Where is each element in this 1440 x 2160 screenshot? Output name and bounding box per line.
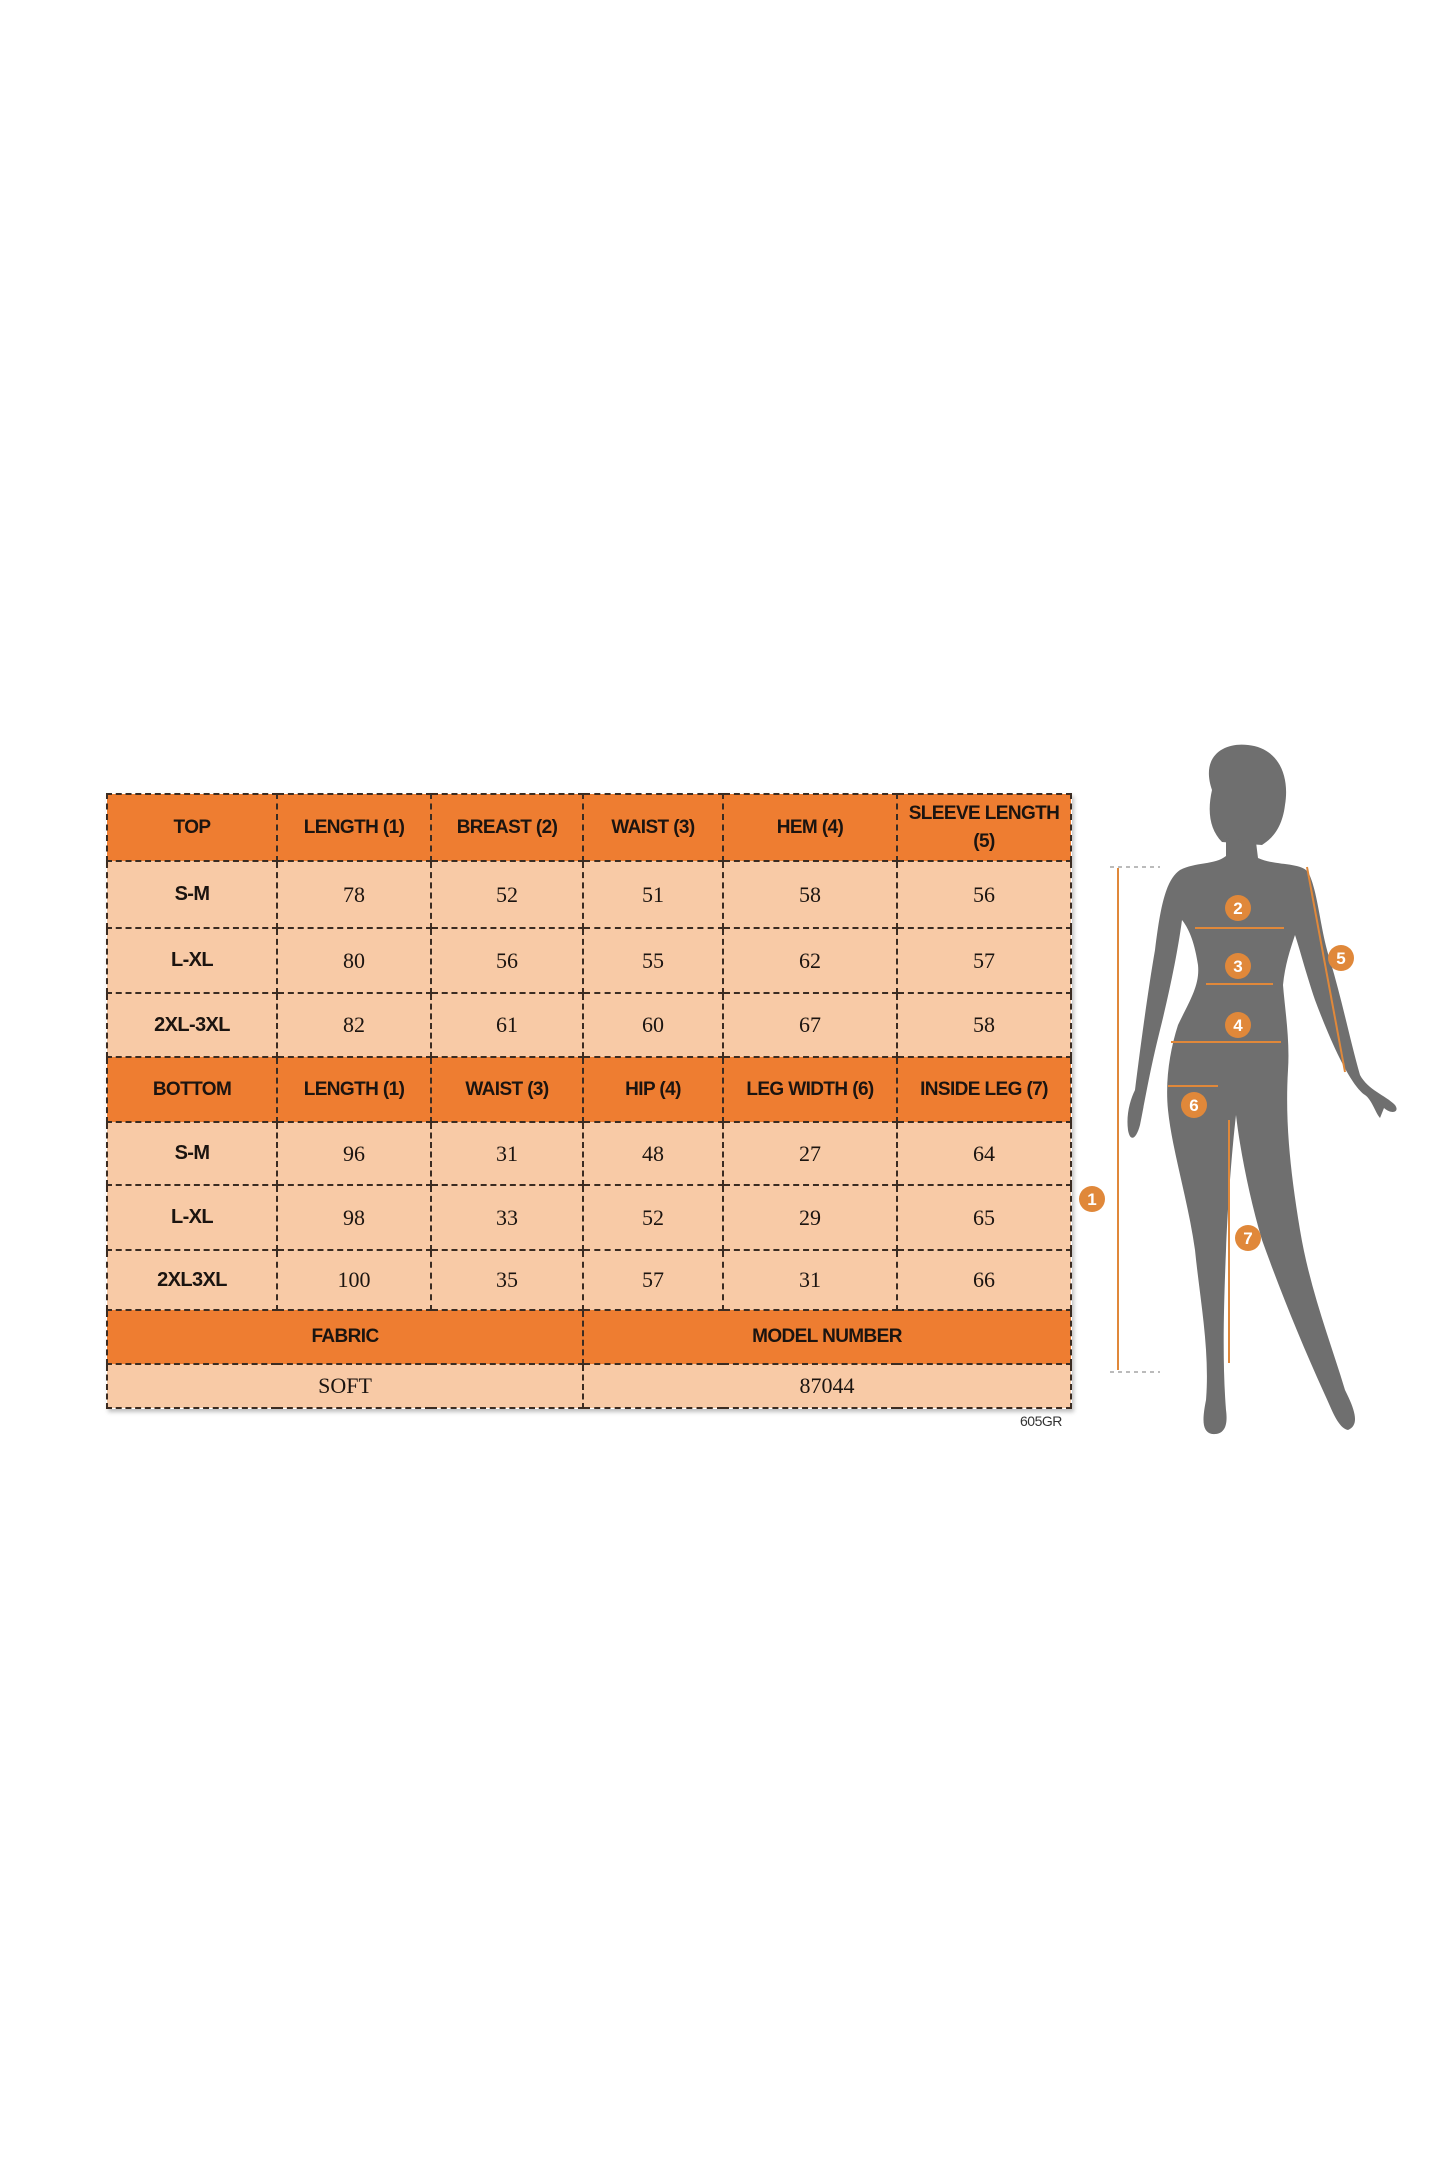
- table-cell: 56: [896, 860, 1072, 929]
- table-cell: 66: [896, 1249, 1072, 1311]
- table-cell: 31: [430, 1121, 584, 1186]
- size-chart-table: TOP LENGTH (1) BREAST (2) WAIST (3) HEM (4) S…: [106, 793, 1072, 1409]
- marker-number: 3: [1233, 957, 1242, 976]
- size-label: S-M: [106, 1121, 278, 1186]
- table-cell: 98: [276, 1184, 432, 1251]
- silhouette: [1127, 744, 1397, 1435]
- column-header: WAIST (3): [430, 1056, 584, 1123]
- table-cell: 52: [582, 1184, 724, 1251]
- column-header: FABRIC: [106, 1309, 584, 1365]
- table-cell: 27: [722, 1121, 898, 1186]
- marker-number: 5: [1336, 949, 1345, 968]
- arrow-sleeve: [1306, 866, 1346, 1073]
- table-cell: SOFT: [106, 1363, 584, 1409]
- column-header: INSIDE LEG (7): [896, 1056, 1072, 1123]
- table-cell: 96: [276, 1121, 432, 1186]
- column-header: WAIST (3): [582, 793, 724, 862]
- marker-circle: [1225, 953, 1251, 979]
- table-cell: 52: [430, 860, 584, 929]
- marker-circle: [1225, 895, 1251, 921]
- table-cell: 48: [582, 1121, 724, 1186]
- column-header: LENGTH (1): [276, 1056, 432, 1123]
- table-cell: 57: [896, 927, 1072, 994]
- table-cell: 82: [276, 992, 432, 1058]
- measurement-markers: 1 2 3 4 5 6 7: [1079, 895, 1354, 1251]
- size-label: 2XL-3XL: [106, 992, 278, 1058]
- marker-number: 1: [1087, 1190, 1096, 1209]
- size-label: L-XL: [106, 927, 278, 994]
- table-cell: 35: [430, 1249, 584, 1311]
- column-header: LEG WIDTH (6): [722, 1056, 898, 1123]
- column-header: HEM (4): [722, 793, 898, 862]
- table-cell: 31: [722, 1249, 898, 1311]
- marker-circle: [1181, 1092, 1207, 1118]
- table-row: S-M 78 52 51 58 56: [106, 860, 1072, 929]
- top-header-row: TOP LENGTH (1) BREAST (2) WAIST (3) HEM (4) S…: [106, 793, 1072, 862]
- column-header: HIP (4): [582, 1056, 724, 1123]
- size-label: S-M: [106, 860, 278, 929]
- marker-number: 6: [1189, 1096, 1198, 1115]
- marker-number: 7: [1243, 1229, 1252, 1248]
- hair-head: [1208, 744, 1287, 845]
- column-header: BREAST (2): [430, 793, 584, 862]
- table-row: 2XL3XL 100 35 57 31 66: [106, 1249, 1072, 1311]
- product-code: 605GR: [1020, 1413, 1062, 1429]
- table-cell: 87044: [582, 1363, 1072, 1409]
- marker-circle: [1225, 1012, 1251, 1038]
- bottom-header-row: BOTTOM LENGTH (1) WAIST (3) HIP (4) LEG WIDT…: [106, 1056, 1072, 1123]
- table-cell: 62: [722, 927, 898, 994]
- size-label: L-XL: [106, 1184, 278, 1251]
- measurement-lines: [1110, 866, 1346, 1373]
- table-cell: 100: [276, 1249, 432, 1311]
- table-cell: 60: [582, 992, 724, 1058]
- marker-circle: [1235, 1225, 1261, 1251]
- column-header: TOP: [106, 793, 278, 862]
- marker-circle: [1079, 1186, 1105, 1212]
- table-row: L-XL 98 33 52 29 65: [106, 1184, 1072, 1251]
- table-row: S-M 96 31 48 27 64: [106, 1121, 1072, 1186]
- marker-number: 4: [1233, 1016, 1243, 1035]
- footer-values-row: SOFT 87044: [106, 1363, 1072, 1409]
- marker-number: 2: [1233, 899, 1242, 918]
- marker-circle: [1328, 945, 1354, 971]
- table-row: 2XL-3XL 82 61 60 67 58: [106, 992, 1072, 1058]
- column-header: MODEL NUMBER: [582, 1309, 1072, 1365]
- table-row: L-XL 80 56 55 62 57: [106, 927, 1072, 994]
- table-cell: 55: [582, 927, 724, 994]
- column-header: BOTTOM: [106, 1056, 278, 1123]
- table-cell: 58: [896, 992, 1072, 1058]
- column-header: LENGTH (1): [276, 793, 432, 862]
- table-cell: 56: [430, 927, 584, 994]
- table-cell: 57: [582, 1249, 724, 1311]
- size-label: 2XL3XL: [106, 1249, 278, 1311]
- table-cell: 78: [276, 860, 432, 929]
- footer-header-row: FABRIC MODEL NUMBER: [106, 1309, 1072, 1365]
- table-cell: 67: [722, 992, 898, 1058]
- table-cell: 64: [896, 1121, 1072, 1186]
- table-cell: 29: [722, 1184, 898, 1251]
- column-header: SLEEVE LENGTH (5): [896, 793, 1072, 862]
- table-cell: 51: [582, 860, 724, 929]
- table-cell: 33: [430, 1184, 584, 1251]
- table-cell: 80: [276, 927, 432, 994]
- table-cell: 65: [896, 1184, 1072, 1251]
- table-cell: 61: [430, 992, 584, 1058]
- table-cell: 58: [722, 860, 898, 929]
